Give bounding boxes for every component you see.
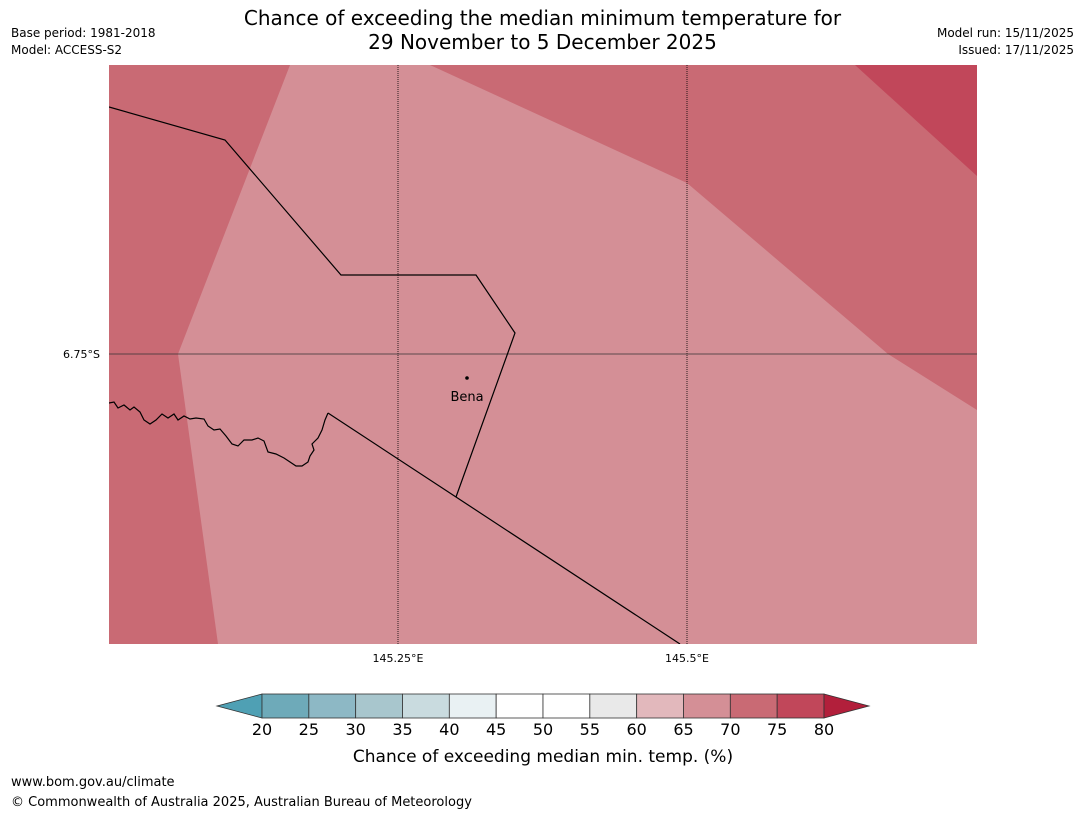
model-text: Model: ACCESS-S2: [11, 43, 123, 57]
colorbar-swatch: [776, 693, 825, 719]
footer-copyright: © Commonwealth of Australia 2025, Austra…: [11, 795, 472, 810]
colorbar-tick-label: 35: [392, 720, 412, 739]
colorbar-tick-label: 20: [252, 720, 272, 739]
colorbar-tick-label: 30: [345, 720, 365, 739]
colorbar-label: Chance of exceeding median min. temp. (%…: [353, 747, 733, 767]
lon-label-145-5: 145.5°E: [665, 652, 709, 665]
base-period-text: Base period: 1981-2018: [11, 26, 156, 40]
colorbar-swatch: [448, 693, 497, 719]
lon-label-145-25: 145.25°E: [373, 652, 424, 665]
colorbar-tick-label: 65: [673, 720, 693, 739]
colorbar-extend-high: [823, 693, 871, 719]
title-line-1: Chance of exceeding the median minimum t…: [243, 6, 842, 30]
colorbar-swatch: [402, 693, 450, 719]
region-northeast-70-75: [855, 65, 977, 176]
colorbar-tick-label: 75: [767, 720, 787, 739]
map-area[interactable]: Bena: [109, 65, 977, 644]
colorbar-swatch: [683, 693, 731, 719]
meta-right: Model run: 15/11/2025 Issued: 17/11/2025: [937, 25, 1074, 59]
colorbar-tick-label: 60: [626, 720, 646, 739]
colorbar-swatch: [542, 693, 591, 719]
colorbar-tick-label: 50: [533, 720, 553, 739]
colorbar: 20 25 30 35 40 45 50 55 60 65 70 75 80 Chance of exc…: [215, 693, 871, 767]
title-line-2: 29 November to 5 December 2025: [368, 30, 717, 54]
place-marker-bena: [465, 376, 469, 380]
model-run-text: Model run: 15/11/2025: [936, 26, 1074, 40]
colorbar-ticks: 20 25 30 35 40 45 50 55 60 65 70 75 80: [252, 720, 834, 739]
colorbar-swatch: [589, 693, 638, 719]
region-central-60-65: [178, 65, 977, 644]
boundary-line-north: [109, 106, 516, 498]
chart-title: Chance of exceeding the median minimum t…: [0, 6, 1085, 54]
colorbar-swatches: [215, 693, 871, 719]
colorbar-swatch: [636, 693, 684, 719]
colorbar-tick-label: 45: [486, 720, 506, 739]
colorbar-tick-label: 80: [814, 720, 834, 739]
boundary-line-south: [327, 412, 681, 644]
place-label-bena: Bena: [450, 390, 483, 405]
colorbar-extend-low: [215, 693, 263, 719]
colorbar-tick-label: 40: [439, 720, 459, 739]
meta-left: Base period: 1981-2018 Model: ACCESS-S2: [11, 25, 156, 59]
footer-url: www.bom.gov.au/climate: [11, 775, 175, 790]
colorbar-tick-label: 70: [720, 720, 740, 739]
colorbar-swatch: [308, 693, 357, 719]
colorbar-swatch: [261, 693, 310, 719]
lat-label: 6.75°S: [63, 348, 100, 361]
issued-text: Issued: 17/11/2025: [958, 43, 1074, 57]
boundary-river: [109, 401, 329, 467]
colorbar-swatch: [495, 693, 544, 719]
colorbar-swatch: [355, 693, 403, 719]
colorbar-tick-label: 25: [299, 720, 319, 739]
colorbar-swatch: [729, 693, 778, 719]
colorbar-tick-label: 55: [580, 720, 600, 739]
